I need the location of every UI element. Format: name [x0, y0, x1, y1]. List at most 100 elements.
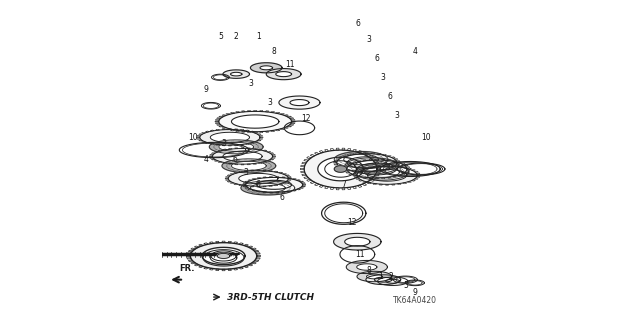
Polygon shape [358, 169, 363, 171]
Polygon shape [330, 187, 333, 189]
Polygon shape [330, 148, 333, 151]
Polygon shape [289, 124, 294, 125]
Polygon shape [373, 166, 377, 167]
Polygon shape [239, 173, 278, 183]
Polygon shape [346, 260, 387, 274]
Text: 6: 6 [355, 19, 360, 28]
Polygon shape [376, 178, 378, 179]
Polygon shape [387, 155, 391, 157]
Polygon shape [353, 171, 356, 172]
Polygon shape [269, 170, 273, 171]
Polygon shape [376, 165, 380, 167]
Polygon shape [356, 264, 377, 270]
Polygon shape [314, 183, 319, 186]
Polygon shape [324, 149, 328, 152]
Polygon shape [300, 168, 304, 170]
Polygon shape [366, 182, 371, 184]
Polygon shape [334, 164, 338, 165]
Polygon shape [254, 141, 259, 143]
Polygon shape [215, 121, 219, 122]
Text: 1: 1 [256, 32, 260, 41]
Polygon shape [272, 158, 275, 159]
Polygon shape [203, 250, 244, 266]
Polygon shape [253, 148, 257, 149]
Polygon shape [210, 154, 213, 155]
Polygon shape [195, 264, 199, 266]
Polygon shape [375, 162, 380, 164]
Polygon shape [182, 143, 246, 157]
Polygon shape [348, 148, 351, 151]
Polygon shape [397, 162, 401, 163]
Text: 10: 10 [421, 133, 431, 142]
Polygon shape [244, 181, 249, 182]
Polygon shape [339, 167, 342, 168]
Polygon shape [252, 248, 256, 250]
Polygon shape [396, 164, 399, 165]
Polygon shape [241, 131, 245, 132]
Polygon shape [248, 264, 253, 266]
Polygon shape [234, 268, 237, 270]
Polygon shape [344, 168, 347, 169]
Polygon shape [272, 154, 275, 155]
Polygon shape [334, 160, 338, 161]
Polygon shape [403, 167, 406, 168]
Polygon shape [257, 180, 292, 189]
Polygon shape [275, 112, 280, 114]
Polygon shape [241, 164, 244, 165]
Polygon shape [354, 177, 358, 178]
Polygon shape [291, 121, 295, 122]
Polygon shape [369, 178, 372, 179]
Polygon shape [250, 63, 282, 73]
Polygon shape [391, 157, 395, 158]
Polygon shape [250, 131, 254, 132]
Polygon shape [234, 129, 238, 130]
Polygon shape [357, 271, 392, 282]
Polygon shape [219, 111, 292, 132]
Polygon shape [196, 137, 200, 138]
Polygon shape [254, 250, 259, 252]
Polygon shape [404, 172, 408, 173]
Polygon shape [334, 152, 388, 167]
Polygon shape [386, 279, 400, 283]
Polygon shape [362, 182, 367, 183]
Polygon shape [391, 167, 395, 168]
Polygon shape [333, 162, 337, 163]
Polygon shape [222, 127, 227, 129]
Polygon shape [239, 243, 243, 245]
Polygon shape [282, 177, 285, 178]
Polygon shape [223, 163, 227, 164]
Polygon shape [372, 177, 378, 179]
Polygon shape [417, 175, 420, 176]
Polygon shape [195, 246, 199, 248]
Polygon shape [239, 185, 243, 186]
Polygon shape [259, 138, 262, 139]
Polygon shape [263, 192, 267, 193]
Polygon shape [226, 113, 230, 115]
Polygon shape [347, 160, 407, 178]
Polygon shape [376, 171, 380, 173]
Polygon shape [336, 148, 339, 150]
Polygon shape [304, 159, 308, 161]
Polygon shape [253, 163, 257, 165]
Polygon shape [228, 163, 232, 165]
Polygon shape [347, 154, 351, 155]
Text: 6: 6 [280, 193, 285, 202]
Polygon shape [319, 151, 323, 153]
Polygon shape [377, 171, 381, 172]
Polygon shape [257, 134, 261, 135]
Polygon shape [414, 178, 419, 180]
Polygon shape [197, 138, 201, 139]
Polygon shape [406, 170, 410, 171]
Polygon shape [355, 164, 409, 180]
Polygon shape [387, 160, 391, 161]
Polygon shape [202, 132, 205, 133]
Polygon shape [397, 162, 400, 163]
Polygon shape [276, 71, 292, 77]
Polygon shape [219, 142, 253, 152]
Polygon shape [246, 130, 250, 131]
Polygon shape [216, 118, 221, 119]
Polygon shape [243, 184, 246, 185]
Polygon shape [416, 173, 420, 174]
Polygon shape [232, 115, 279, 128]
Polygon shape [370, 179, 374, 181]
